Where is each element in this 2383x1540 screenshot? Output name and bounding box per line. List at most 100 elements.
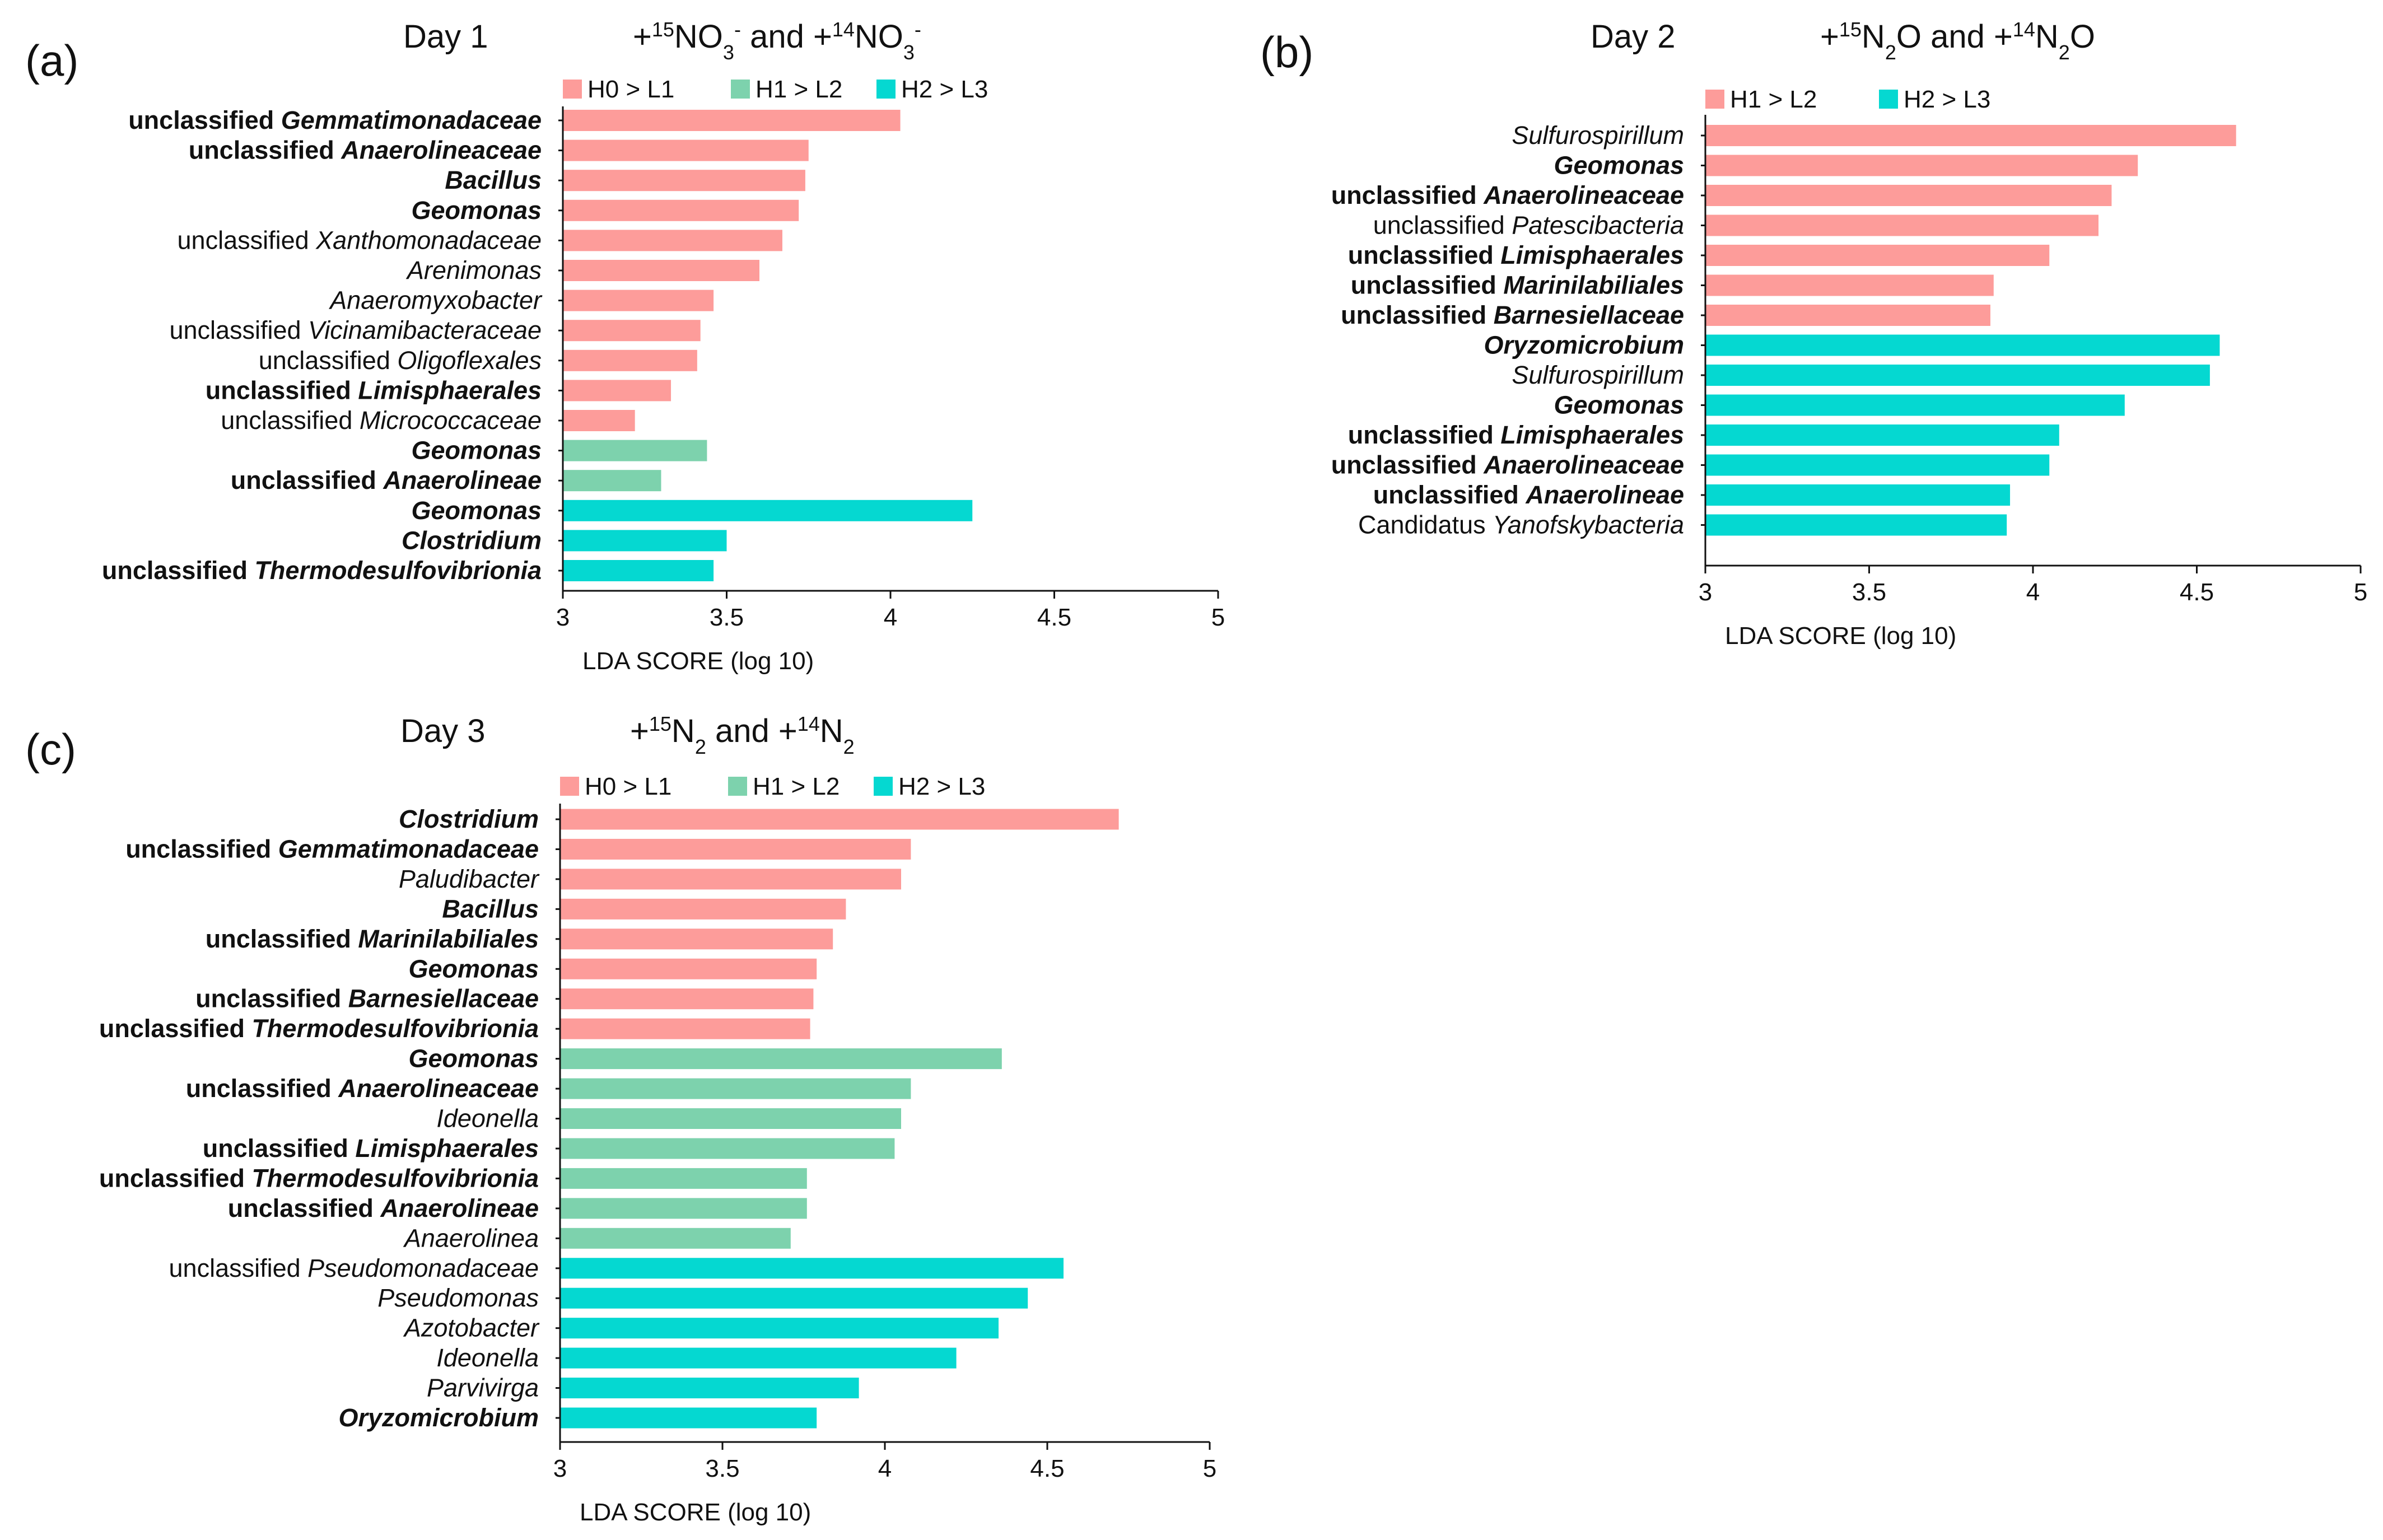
- bar: [560, 1138, 895, 1159]
- category-label: unclassified Limisphaerales: [1348, 421, 1684, 449]
- category-label: unclassified Limisphaerales: [203, 1134, 539, 1163]
- bar: [1705, 424, 2059, 446]
- category-label: Azotobacter: [403, 1314, 540, 1342]
- bar: [1705, 305, 1990, 326]
- category-label: unclassified Barnesiellaceae: [195, 984, 539, 1013]
- legend-label: H1 > L2: [756, 76, 842, 103]
- x-tick-label: 3: [553, 1455, 567, 1482]
- category-label: Sulfurospirillum: [1512, 361, 1684, 389]
- legend-label: H1 > L2: [1730, 86, 1817, 113]
- category-label: Geomonas: [1554, 151, 1684, 180]
- category-label: unclassified Anaerolineaceae: [189, 136, 542, 165]
- legend-swatch: [1879, 90, 1898, 109]
- bar: [563, 470, 661, 492]
- bar: [560, 1048, 1002, 1070]
- category-label: unclassified Anaerolineae: [228, 1194, 539, 1222]
- bar: [560, 928, 833, 950]
- bar: [1705, 245, 2050, 266]
- bar: [1705, 155, 2138, 176]
- category-label: unclassified Anaerolineae: [1373, 480, 1684, 509]
- x-axis-label: LDA SCORE (log 10): [1725, 622, 1956, 650]
- bar: [560, 1228, 791, 1249]
- bar: [1705, 334, 2220, 356]
- condition-title: +15NO3- and +14NO3-: [633, 18, 921, 64]
- category-label: unclassified Micrococcaceae: [221, 406, 542, 435]
- x-tick-label: 3.5: [705, 1455, 739, 1482]
- category-label: Pseudomonas: [377, 1284, 539, 1312]
- bar: [560, 1018, 810, 1039]
- category-label: Geomonas: [1554, 391, 1684, 419]
- bar: [1705, 454, 2050, 476]
- category-label: Geomonas: [411, 196, 542, 225]
- bar: [560, 1318, 999, 1339]
- category-label: Clostridium: [402, 526, 542, 554]
- bar: [1705, 125, 2236, 146]
- legend-swatch: [731, 80, 750, 99]
- category-label: unclassified Barnesiellaceae: [1341, 301, 1684, 329]
- legend-label: H2 > L3: [901, 76, 988, 103]
- panel-letter: (b): [1260, 27, 1313, 77]
- legend-label: H2 > L3: [898, 773, 985, 800]
- bar: [1705, 214, 2098, 236]
- bar: [563, 110, 901, 131]
- bar: [1705, 365, 2210, 386]
- bar: [563, 139, 809, 161]
- bar: [560, 988, 814, 1010]
- category-label: Candidatus Yanofskybacteria: [1358, 511, 1684, 539]
- bar: [563, 290, 714, 311]
- legend-swatch: [876, 80, 896, 99]
- category-label: Geomonas: [411, 436, 542, 465]
- category-label: Ideonella: [436, 1104, 539, 1133]
- category-label: Anaerolinea: [403, 1224, 539, 1252]
- x-tick-label: 3: [1699, 578, 1712, 606]
- panel-2: (c) Day 3 +15N2 and +14N2 H0 > L1 H1 > L2 H2 …: [25, 712, 1216, 1527]
- category-label: unclassified Thermodesulfovibrionia: [102, 556, 542, 585]
- bar: [560, 1258, 1064, 1279]
- category-label: Anaeromyxobacter: [328, 286, 543, 315]
- bar: [1705, 394, 2125, 416]
- category-label: unclassified Pseudomonadaceae: [169, 1254, 539, 1282]
- category-label: unclassified Patescibacteria: [1373, 211, 1684, 240]
- panel-0: (a) Day 1 +15NO3- and +14NO3- H0 > L1 H1 > L…: [25, 18, 1225, 675]
- category-label: unclassified Anaerolineaceae: [186, 1074, 539, 1103]
- panel-letter: (a): [25, 36, 78, 85]
- category-label: unclassified Limisphaerales: [206, 376, 542, 404]
- category-label: unclassified Anaerolineaceae: [1331, 451, 1684, 479]
- bar: [560, 869, 901, 890]
- day-title: Day 1: [403, 18, 488, 55]
- bar: [563, 260, 759, 281]
- category-label: unclassified Marinilabiliales: [206, 925, 539, 953]
- category-label: unclassified Xanthomonadaceae: [178, 226, 542, 254]
- x-tick-label: 3.5: [710, 604, 744, 631]
- bar: [1705, 274, 1994, 296]
- condition-title: +15N2 and +14N2: [630, 712, 855, 758]
- category-label: Geomonas: [408, 1044, 539, 1073]
- category-label: unclassified Marinilabiliales: [1351, 271, 1684, 300]
- x-tick-label: 4.5: [1030, 1455, 1064, 1482]
- category-label: unclassified Thermodesulfovibrionia: [99, 1164, 539, 1192]
- bar: [563, 530, 727, 552]
- bar: [560, 809, 1119, 830]
- bar: [560, 958, 817, 979]
- bar: [560, 1108, 901, 1129]
- x-tick-label: 4.5: [2180, 578, 2214, 606]
- day-title: Day 2: [1591, 18, 1676, 55]
- category-label: Oryzomicrobium: [1484, 331, 1684, 360]
- day-title: Day 3: [400, 713, 486, 749]
- category-label: Arenimonas: [405, 256, 542, 284]
- category-label: unclassified Gemmatimonadaceae: [128, 106, 542, 134]
- legend-swatch: [560, 777, 579, 796]
- bar: [563, 440, 707, 461]
- bar: [560, 898, 846, 920]
- category-label: unclassified Oligoflexales: [259, 346, 542, 375]
- condition-title: +15N2O and +14N2O: [1820, 18, 2095, 64]
- bar: [563, 349, 697, 371]
- category-label: unclassified Anaerolineaceae: [1331, 181, 1684, 209]
- bar: [1705, 514, 2007, 536]
- bar: [1705, 185, 2112, 206]
- legend-label: H0 > L1: [585, 773, 671, 800]
- category-label: unclassified Vicinamibacteraceae: [169, 316, 542, 344]
- bar: [563, 230, 782, 251]
- category-label: unclassified Gemmatimonadaceae: [125, 834, 539, 863]
